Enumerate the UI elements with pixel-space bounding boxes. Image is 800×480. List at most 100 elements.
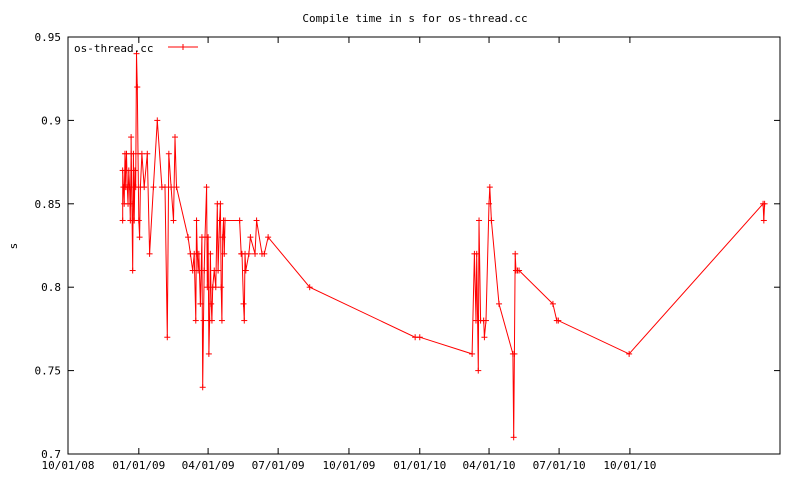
data-point [128, 134, 135, 141]
data-point [205, 234, 212, 241]
series-layer [119, 50, 768, 441]
data-point [306, 284, 313, 291]
x-axis: 10/01/08 01/01/09 04/01/09 07/01/09 10/01/09… [42, 37, 656, 472]
data-point [486, 200, 493, 207]
data-point [133, 50, 140, 57]
x-tick-label: 10/01/10 [603, 459, 656, 472]
data-point [488, 217, 495, 224]
data-point [197, 300, 204, 307]
x-tick-label: 10/01/08 [42, 459, 95, 472]
data-point [185, 234, 192, 241]
data-point [141, 184, 148, 191]
series-line [122, 53, 766, 438]
data-point [205, 350, 212, 357]
legend: os-thread.cc [74, 42, 198, 55]
data-point [164, 334, 171, 341]
data-point [189, 267, 196, 274]
data-point [215, 267, 222, 274]
data-point [192, 317, 199, 324]
data-point [201, 267, 208, 274]
x-tick-label: 01/01/10 [393, 459, 446, 472]
data-point [475, 367, 482, 374]
data-point [135, 217, 142, 224]
x-tick-label: 01/01/09 [112, 459, 165, 472]
data-point [150, 184, 157, 191]
data-point [481, 334, 488, 341]
data-point [512, 250, 519, 257]
data-point [219, 234, 226, 241]
data-point [207, 250, 214, 257]
y-tick-label: 0.85 [35, 198, 62, 211]
x-tick-label: 07/01/09 [252, 459, 305, 472]
data-point [203, 184, 210, 191]
data-point [136, 234, 143, 241]
data-point [131, 167, 138, 174]
data-point [247, 234, 254, 241]
data-point [476, 217, 483, 224]
data-point [496, 300, 503, 307]
data-point [195, 267, 202, 274]
data-point [165, 150, 172, 157]
data-point [146, 250, 153, 257]
data-point [173, 184, 180, 191]
data-point [119, 217, 126, 224]
data-point [218, 317, 225, 324]
data-point [549, 300, 556, 307]
data-point [128, 200, 135, 207]
data-point [171, 134, 178, 141]
data-point [242, 267, 249, 274]
data-point [760, 217, 767, 224]
data-point [218, 284, 225, 291]
data-point [240, 300, 247, 307]
data-point [510, 434, 517, 441]
data-point [253, 217, 260, 224]
y-tick-label: 0.95 [35, 31, 62, 44]
data-point [195, 250, 202, 257]
data-point [252, 250, 259, 257]
data-point [126, 184, 133, 191]
data-point [516, 267, 523, 274]
data-point [555, 317, 562, 324]
data-point [208, 317, 215, 324]
data-point [129, 267, 136, 274]
x-tick-label: 10/01/09 [322, 459, 375, 472]
data-point [168, 184, 175, 191]
data-point [261, 250, 268, 257]
data-point [761, 200, 768, 207]
data-point [212, 284, 219, 291]
data-point [486, 184, 493, 191]
x-tick-label: 04/01/09 [182, 459, 235, 472]
y-tick-label: 0.8 [41, 281, 61, 294]
data-point [144, 150, 151, 157]
chart-title: Compile time in s for os-thread.cc [302, 12, 527, 25]
data-point [222, 217, 229, 224]
data-point [245, 250, 252, 257]
x-tick-label: 07/01/10 [533, 459, 586, 472]
data-point [134, 84, 141, 91]
data-point [199, 384, 206, 391]
y-tick-label: 0.9 [41, 114, 61, 127]
y-axis-label: s [7, 243, 20, 250]
data-point [138, 150, 145, 157]
data-point [217, 200, 224, 207]
data-point [125, 167, 132, 174]
data-point [236, 217, 243, 224]
data-point [473, 250, 480, 257]
data-point [161, 184, 168, 191]
data-point [170, 217, 177, 224]
data-point [221, 250, 228, 257]
data-point [241, 317, 248, 324]
y-tick-label: 0.75 [35, 365, 62, 378]
data-point [193, 217, 200, 224]
data-point [208, 300, 215, 307]
plot-frame [67, 36, 781, 455]
data-point [200, 317, 207, 324]
data-point [204, 284, 211, 291]
data-point [482, 317, 489, 324]
data-point [626, 350, 633, 357]
data-point [469, 350, 476, 357]
data-point [154, 117, 161, 124]
data-point [416, 334, 423, 341]
y-axis: 0.7 0.75 0.8 0.85 0.9 0.95 [35, 31, 780, 461]
